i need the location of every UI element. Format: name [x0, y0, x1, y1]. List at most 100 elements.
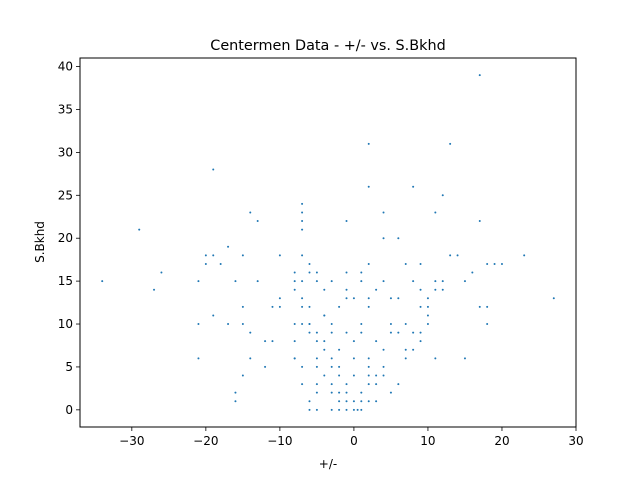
data-point — [419, 305, 422, 308]
data-point — [360, 280, 363, 283]
y-tick-label: 40 — [58, 60, 73, 74]
data-point — [278, 305, 281, 308]
data-point — [345, 331, 348, 334]
x-tick-label: 10 — [420, 434, 435, 448]
plot-area-frame — [79, 57, 577, 428]
data-point — [301, 254, 304, 257]
data-point — [315, 331, 318, 334]
chart-title: Centermen Data - +/- vs. S.Bkhd — [210, 38, 445, 54]
data-point — [219, 262, 222, 265]
y-tick-label: 15 — [58, 274, 73, 288]
data-point — [375, 400, 378, 403]
data-point — [160, 271, 163, 274]
data-point — [367, 142, 370, 145]
data-point — [375, 374, 378, 377]
y-tick-label: 35 — [58, 102, 73, 116]
data-point — [323, 340, 326, 343]
data-point — [271, 340, 274, 343]
data-point — [441, 194, 444, 197]
data-point — [397, 297, 400, 300]
data-point — [271, 305, 274, 308]
data-point — [315, 408, 318, 411]
data-point — [360, 391, 363, 394]
data-point — [315, 340, 318, 343]
data-point — [241, 323, 244, 326]
data-point — [404, 357, 407, 360]
data-point — [426, 314, 429, 317]
data-point — [397, 331, 400, 334]
data-point — [412, 280, 415, 283]
data-point — [434, 357, 437, 360]
data-point — [323, 348, 326, 351]
data-point — [315, 280, 318, 283]
data-point — [375, 340, 378, 343]
data-point — [315, 365, 318, 368]
data-point — [412, 331, 415, 334]
data-point — [352, 297, 355, 300]
data-point — [153, 288, 156, 291]
data-point — [197, 323, 200, 326]
data-point — [323, 374, 326, 377]
data-point — [204, 262, 207, 265]
data-point — [456, 254, 459, 257]
data-point — [227, 245, 230, 248]
data-point — [315, 271, 318, 274]
data-point — [308, 323, 311, 326]
data-point — [449, 142, 452, 145]
data-point — [367, 262, 370, 265]
data-point — [486, 323, 489, 326]
data-point — [138, 228, 141, 231]
data-point — [449, 254, 452, 257]
data-point — [486, 305, 489, 308]
data-point — [382, 374, 385, 377]
data-point — [338, 365, 341, 368]
x-tick-label: −20 — [193, 434, 218, 448]
data-point — [338, 348, 341, 351]
data-point — [345, 391, 348, 394]
data-point — [426, 323, 429, 326]
data-point — [367, 383, 370, 386]
data-point — [249, 331, 252, 334]
data-point — [389, 297, 392, 300]
data-point — [382, 365, 385, 368]
data-point — [367, 185, 370, 188]
data-point — [486, 262, 489, 265]
data-point — [345, 297, 348, 300]
data-point — [345, 400, 348, 403]
data-point — [352, 408, 355, 411]
data-point — [441, 288, 444, 291]
data-point — [330, 391, 333, 394]
data-point — [234, 391, 237, 394]
data-point — [234, 280, 237, 283]
data-point — [301, 383, 304, 386]
data-point — [426, 305, 429, 308]
data-point — [352, 400, 355, 403]
data-point — [330, 331, 333, 334]
data-point — [441, 280, 444, 283]
data-point — [419, 262, 422, 265]
data-point — [241, 374, 244, 377]
data-point — [212, 254, 215, 257]
data-point — [375, 288, 378, 291]
data-point — [389, 323, 392, 326]
data-point — [360, 331, 363, 334]
data-point — [293, 288, 296, 291]
data-point — [404, 348, 407, 351]
data-point — [301, 228, 304, 231]
data-point — [323, 314, 326, 317]
data-point — [463, 357, 466, 360]
data-point — [256, 220, 259, 223]
data-point — [367, 400, 370, 403]
data-point — [301, 305, 304, 308]
data-point — [278, 297, 281, 300]
y-tick-label: 5 — [65, 360, 73, 374]
data-point — [330, 280, 333, 283]
y-axis-label: S.Bkhd — [33, 221, 47, 263]
data-point — [389, 331, 392, 334]
data-point — [249, 211, 252, 214]
data-point — [478, 220, 481, 223]
data-point — [308, 400, 311, 403]
data-point — [323, 288, 326, 291]
data-point — [389, 391, 392, 394]
data-point — [197, 357, 200, 360]
